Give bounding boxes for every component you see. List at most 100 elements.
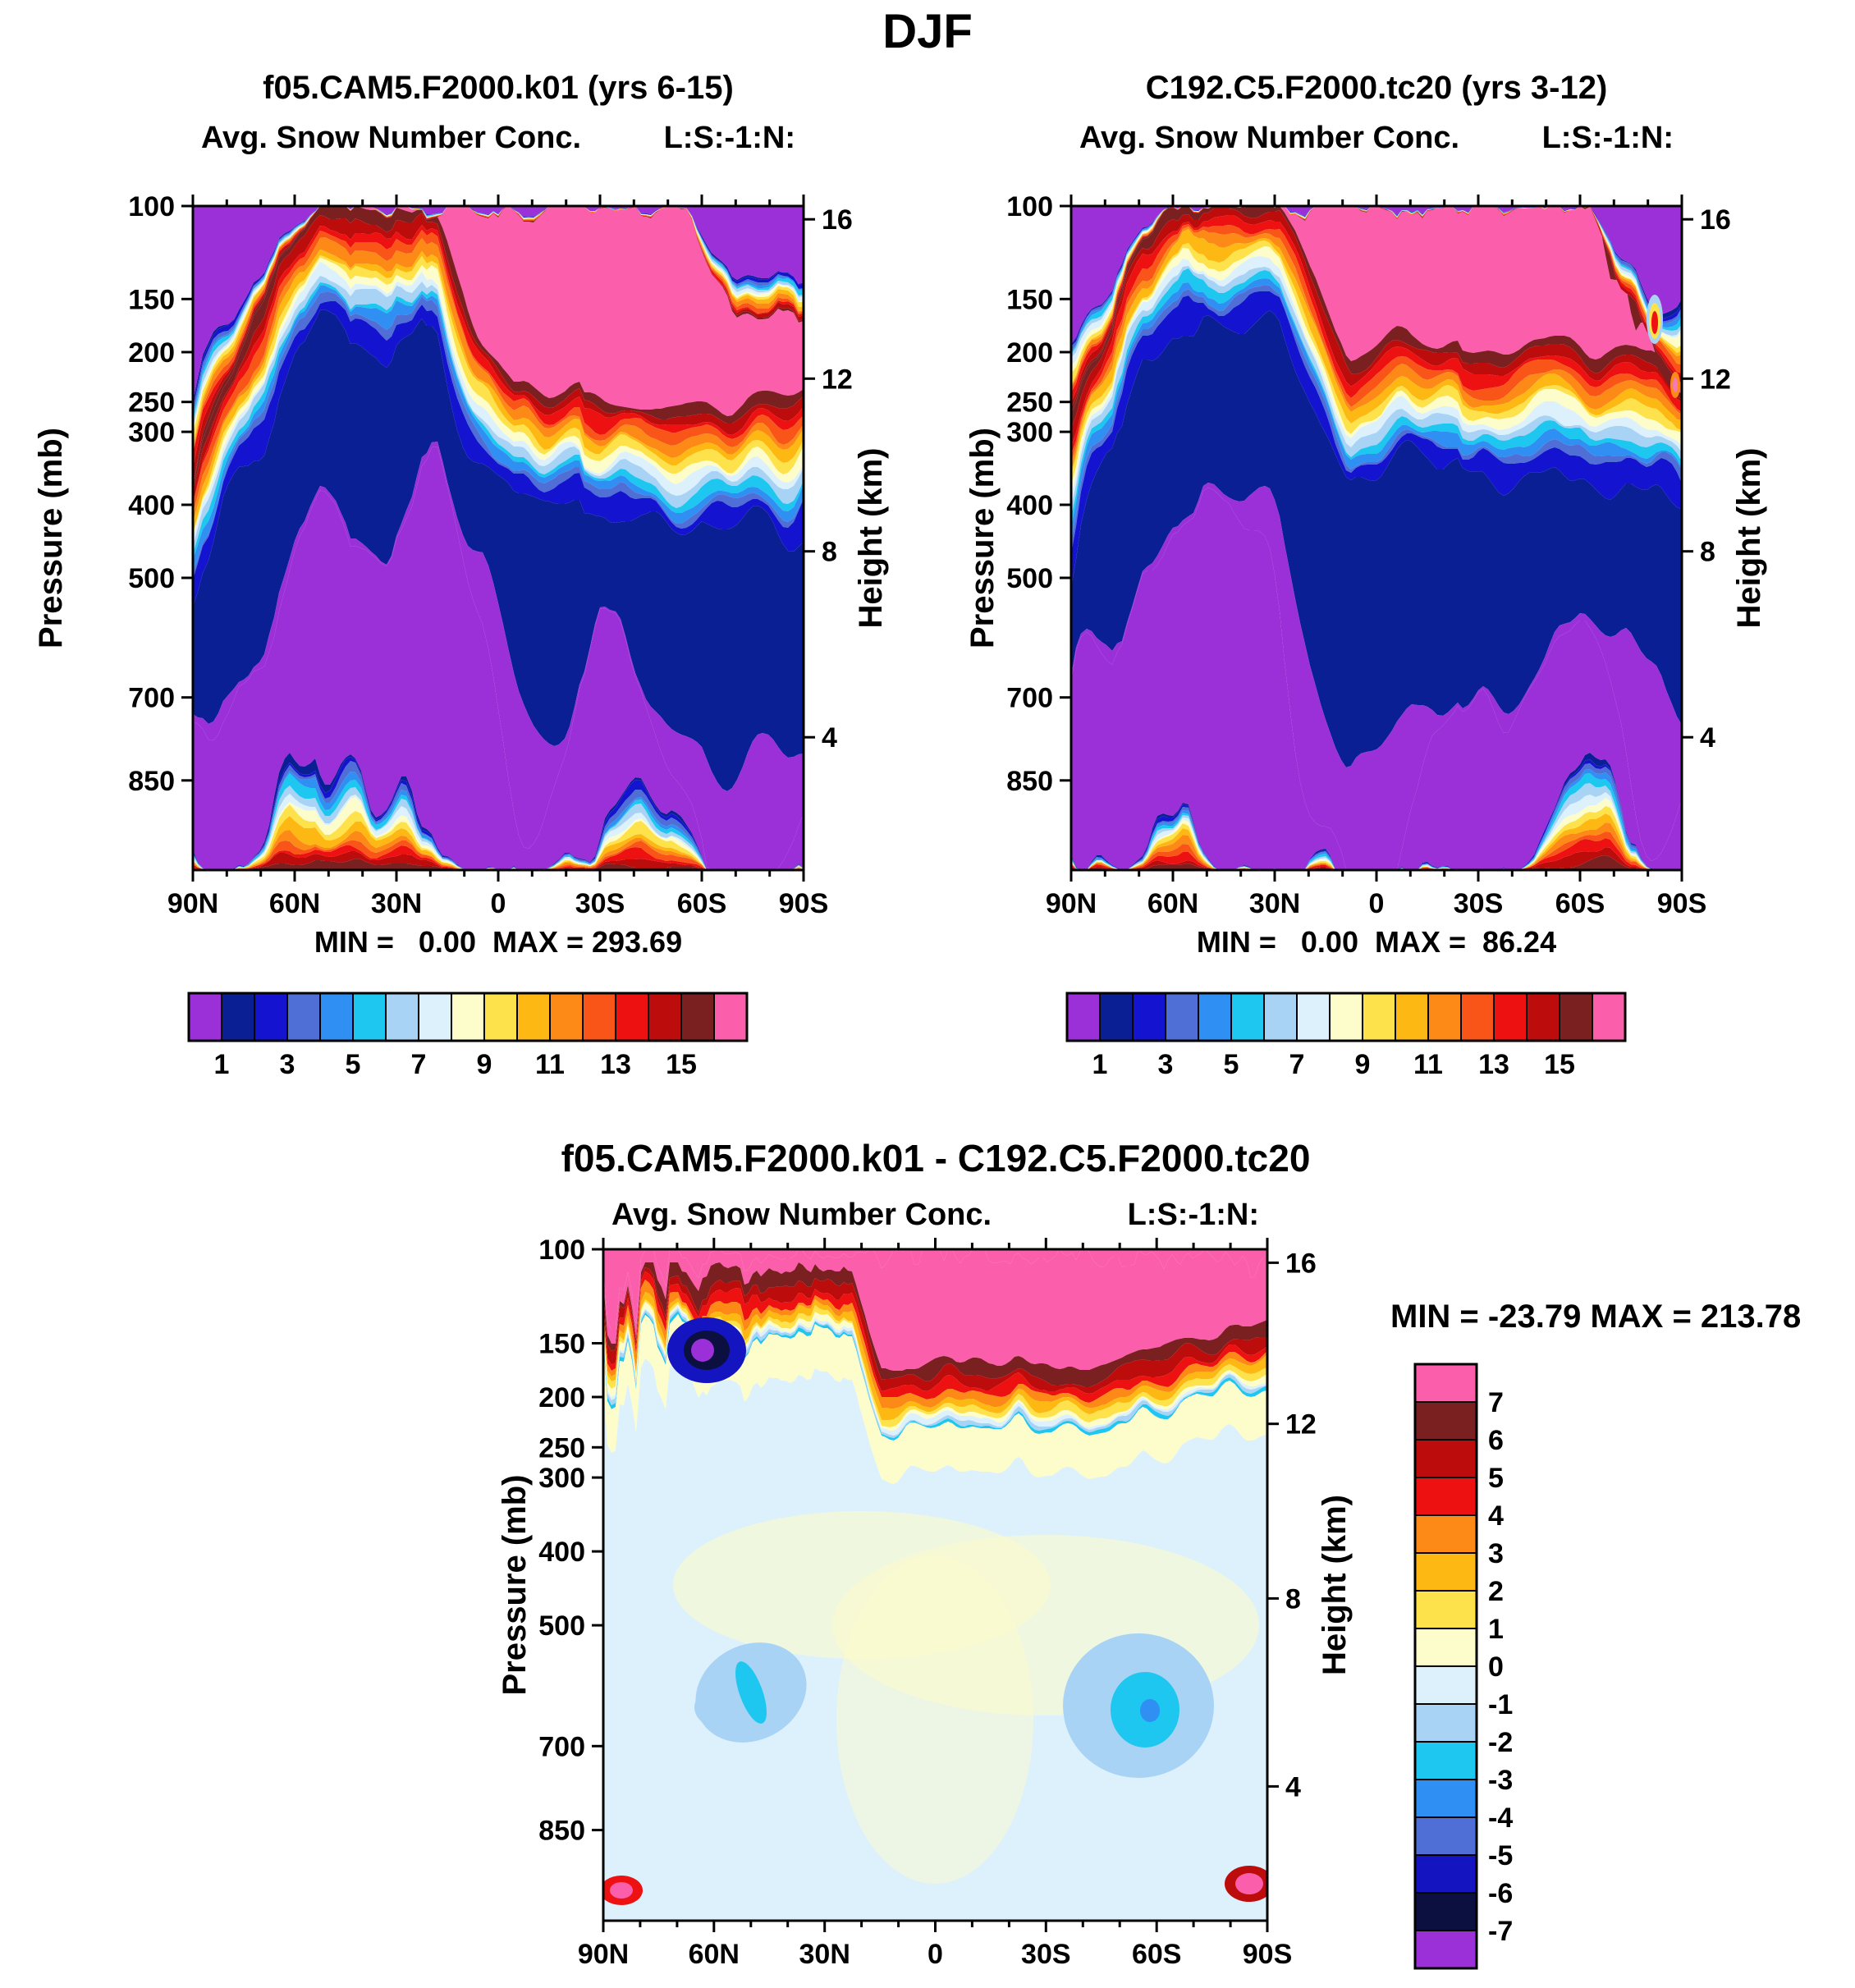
svg-text:200: 200: [538, 1382, 585, 1413]
svg-text:L:S:-1:N:: L:S:-1:N:: [1128, 1198, 1259, 1232]
svg-text:7: 7: [1289, 1049, 1305, 1080]
svg-text:150: 150: [538, 1329, 585, 1360]
svg-text:1: 1: [214, 1049, 230, 1080]
svg-text:100: 100: [538, 1234, 585, 1266]
svg-text:11: 11: [1413, 1049, 1443, 1080]
svg-text:90S: 90S: [779, 888, 829, 919]
svg-text:700: 700: [128, 683, 175, 714]
svg-text:850: 850: [1006, 766, 1053, 797]
svg-text:L:S:-1:N:: L:S:-1:N:: [664, 121, 795, 155]
svg-text:MIN = -23.79 MAX = 213.78: MIN = -23.79 MAX = 213.78: [1390, 1299, 1801, 1335]
svg-text:-7: -7: [1488, 1916, 1513, 1947]
svg-text:400: 400: [538, 1537, 585, 1568]
svg-text:850: 850: [538, 1816, 585, 1847]
svg-text:200: 200: [1006, 337, 1053, 369]
svg-text:4: 4: [1488, 1500, 1504, 1532]
svg-text:Height (km): Height (km): [1731, 448, 1767, 629]
svg-text:30N: 30N: [1249, 888, 1300, 919]
svg-text:60S: 60S: [677, 888, 727, 919]
svg-text:90S: 90S: [1657, 888, 1707, 919]
svg-text:Pressure (mb): Pressure (mb): [33, 428, 69, 648]
svg-text:5: 5: [346, 1049, 361, 1080]
svg-text:500: 500: [1006, 563, 1053, 594]
svg-text:3: 3: [280, 1049, 295, 1080]
svg-text:850: 850: [128, 766, 175, 797]
svg-text:250: 250: [538, 1432, 585, 1464]
svg-text:60S: 60S: [1132, 1939, 1182, 1970]
svg-text:5: 5: [1488, 1463, 1504, 1494]
svg-text:12: 12: [1700, 364, 1731, 395]
svg-text:3: 3: [1488, 1538, 1504, 1569]
svg-text:Height (km): Height (km): [1317, 1495, 1353, 1675]
svg-text:300: 300: [1006, 417, 1053, 448]
svg-text:13: 13: [1478, 1049, 1509, 1080]
svg-text:150: 150: [128, 284, 175, 315]
svg-text:100: 100: [1006, 191, 1053, 222]
svg-text:30S: 30S: [575, 888, 625, 919]
svg-text:Pressure (mb): Pressure (mb): [964, 428, 1001, 648]
svg-text:7: 7: [1488, 1387, 1504, 1418]
svg-text:60N: 60N: [1147, 888, 1198, 919]
svg-text:16: 16: [822, 204, 853, 236]
svg-text:f05.CAM5.F2000.k01 (yrs 6-15): f05.CAM5.F2000.k01 (yrs 6-15): [263, 70, 734, 106]
svg-text:12: 12: [822, 364, 853, 395]
svg-text:300: 300: [128, 417, 175, 448]
svg-text:-1: -1: [1488, 1689, 1513, 1720]
svg-text:90S: 90S: [1243, 1939, 1293, 1970]
svg-text:100: 100: [128, 191, 175, 222]
svg-text:8: 8: [1700, 537, 1715, 568]
svg-text:500: 500: [538, 1610, 585, 1642]
svg-text:-3: -3: [1488, 1765, 1513, 1796]
svg-text:DJF: DJF: [882, 5, 973, 58]
svg-text:60N: 60N: [689, 1939, 740, 1970]
svg-text:1: 1: [1092, 1049, 1108, 1080]
svg-text:Height (km): Height (km): [853, 448, 889, 629]
svg-text:0: 0: [928, 1939, 943, 1970]
svg-text:Avg. Snow Number Conc.: Avg. Snow Number Conc.: [611, 1198, 992, 1232]
svg-text:MIN = 0.00 MAX = 293.69: MIN = 0.00 MAX = 293.69: [314, 925, 682, 959]
svg-text:30N: 30N: [371, 888, 422, 919]
svg-text:500: 500: [128, 563, 175, 594]
svg-text:8: 8: [822, 537, 837, 568]
svg-text:-2: -2: [1488, 1727, 1513, 1758]
svg-text:1: 1: [1488, 1614, 1504, 1645]
svg-text:12: 12: [1285, 1409, 1317, 1441]
svg-text:700: 700: [538, 1731, 585, 1762]
svg-text:400: 400: [128, 490, 175, 521]
svg-text:30S: 30S: [1021, 1939, 1071, 1970]
svg-text:-4: -4: [1488, 1802, 1513, 1834]
svg-text:4: 4: [1700, 722, 1715, 754]
svg-text:250: 250: [128, 387, 175, 419]
svg-text:8: 8: [1285, 1583, 1301, 1615]
svg-text:400: 400: [1006, 490, 1053, 521]
svg-text:MIN = 0.00 MAX = 86.24: MIN = 0.00 MAX = 86.24: [1197, 925, 1556, 959]
svg-text:60N: 60N: [269, 888, 320, 919]
svg-text:4: 4: [1285, 1771, 1301, 1802]
svg-text:90N: 90N: [1046, 888, 1097, 919]
svg-text:0: 0: [1488, 1651, 1504, 1683]
svg-text:5: 5: [1224, 1049, 1239, 1080]
svg-text:Avg. Snow Number Conc.: Avg. Snow Number Conc.: [1079, 121, 1459, 155]
svg-text:16: 16: [1285, 1248, 1317, 1279]
svg-text:9: 9: [1355, 1049, 1371, 1080]
svg-text:30S: 30S: [1454, 888, 1504, 919]
svg-text:0: 0: [1369, 888, 1385, 919]
svg-text:90N: 90N: [578, 1939, 629, 1970]
svg-text:L:S:-1:N:: L:S:-1:N:: [1542, 121, 1674, 155]
svg-text:90N: 90N: [167, 888, 218, 919]
svg-text:Avg. Snow Number Conc.: Avg. Snow Number Conc.: [201, 121, 581, 155]
svg-text:15: 15: [1544, 1049, 1575, 1080]
svg-text:60S: 60S: [1555, 888, 1605, 919]
svg-text:200: 200: [128, 337, 175, 369]
svg-text:-5: -5: [1488, 1840, 1513, 1871]
svg-text:700: 700: [1006, 683, 1053, 714]
svg-text:C192.C5.F2000.tc20 (yrs 3-12): C192.C5.F2000.tc20 (yrs 3-12): [1146, 70, 1608, 106]
svg-text:f05.CAM5.F2000.k01 - C192.C5.F: f05.CAM5.F2000.k01 - C192.C5.F2000.tc20: [561, 1137, 1311, 1180]
svg-text:16: 16: [1700, 204, 1731, 236]
svg-text:30N: 30N: [799, 1939, 850, 1970]
svg-text:7: 7: [411, 1049, 427, 1080]
svg-text:15: 15: [666, 1049, 697, 1080]
svg-text:6: 6: [1488, 1425, 1504, 1456]
svg-text:150: 150: [1006, 284, 1053, 315]
svg-text:300: 300: [538, 1463, 585, 1494]
